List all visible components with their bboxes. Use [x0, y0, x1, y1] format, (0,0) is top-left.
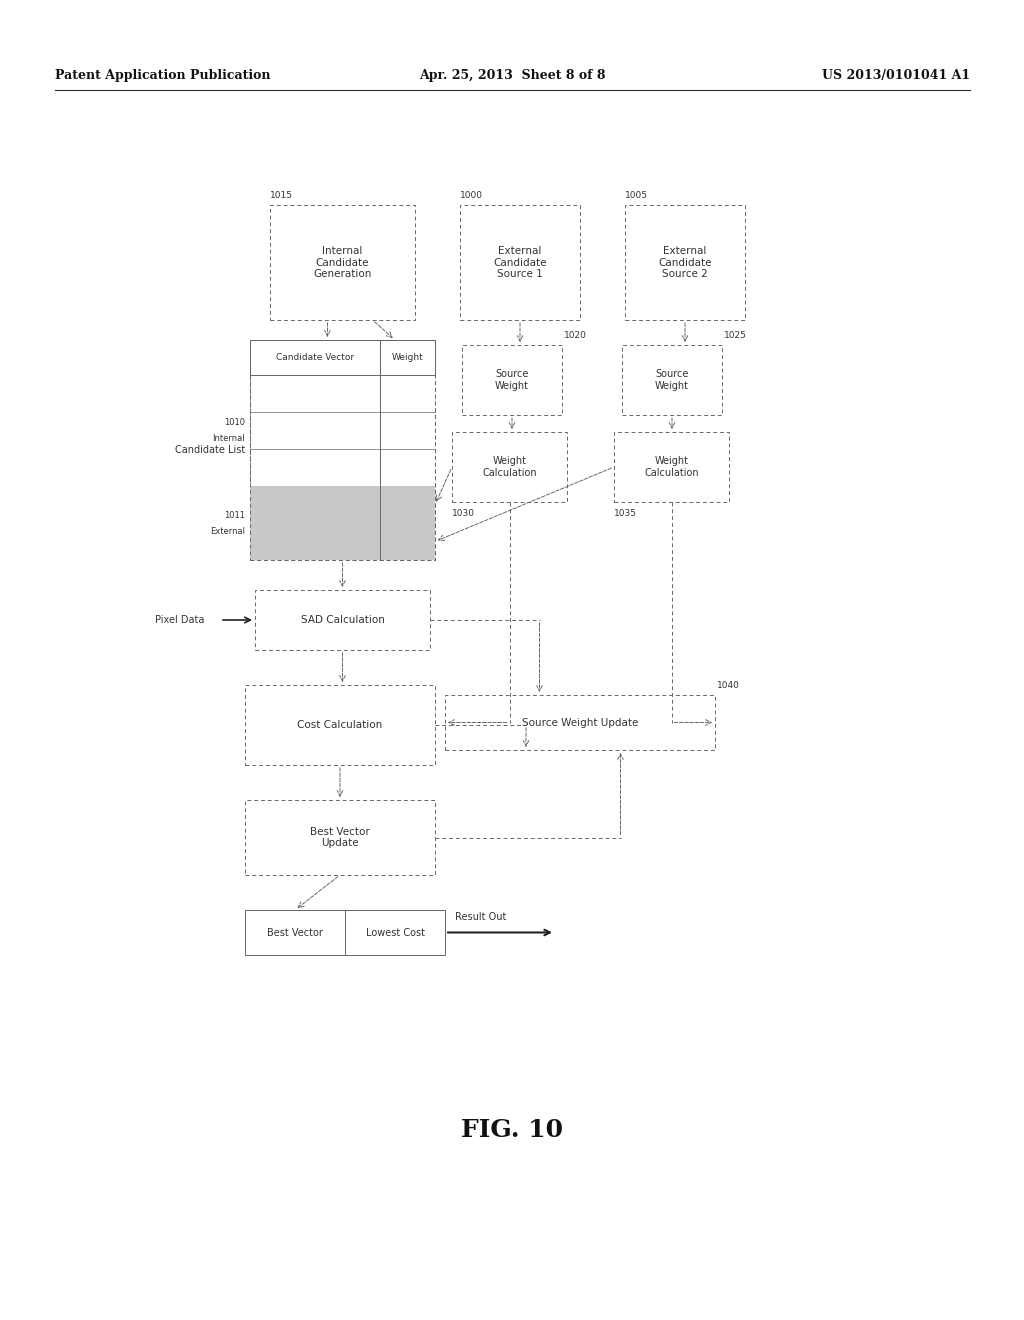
Text: 1010: 1010: [224, 418, 245, 426]
Text: Best Vector
Update: Best Vector Update: [310, 826, 370, 849]
Text: Cost Calculation: Cost Calculation: [297, 719, 383, 730]
Text: Candidate Vector: Candidate Vector: [275, 352, 354, 362]
Text: Weight
Calculation: Weight Calculation: [644, 457, 698, 478]
Bar: [622, 345, 722, 414]
Text: External: External: [210, 527, 245, 536]
Bar: [270, 205, 415, 319]
Bar: [462, 345, 562, 414]
Text: 1025: 1025: [724, 331, 746, 341]
Text: Internal
Candidate
Generation: Internal Candidate Generation: [313, 246, 372, 279]
Text: Apr. 25, 2013  Sheet 8 of 8: Apr. 25, 2013 Sheet 8 of 8: [419, 69, 605, 82]
Text: Patent Application Publication: Patent Application Publication: [55, 69, 270, 82]
Bar: [460, 205, 580, 319]
Bar: [245, 685, 435, 766]
Text: 1040: 1040: [717, 681, 740, 690]
Text: 1020: 1020: [564, 331, 587, 341]
Bar: [245, 909, 345, 954]
Text: External
Candidate
Source 2: External Candidate Source 2: [658, 246, 712, 279]
Bar: [345, 909, 445, 954]
Bar: [250, 486, 435, 560]
Bar: [250, 341, 435, 375]
Text: Source
Weight: Source Weight: [655, 370, 689, 391]
Text: FIG. 10: FIG. 10: [461, 1118, 563, 1142]
Text: Pixel Data: Pixel Data: [155, 615, 205, 624]
Text: Best Vector: Best Vector: [267, 928, 323, 937]
Text: Internal: Internal: [212, 434, 245, 444]
Text: Weight
Calculation: Weight Calculation: [482, 457, 537, 478]
Bar: [445, 696, 715, 750]
Text: 1005: 1005: [625, 191, 648, 201]
Text: Result Out: Result Out: [455, 912, 507, 923]
Bar: [255, 590, 430, 649]
Text: Weight: Weight: [391, 352, 423, 362]
Bar: [245, 800, 435, 875]
Text: 1015: 1015: [270, 191, 293, 201]
Text: Candidate List: Candidate List: [175, 445, 245, 455]
Text: SAD Calculation: SAD Calculation: [301, 615, 384, 624]
Text: Source Weight Update: Source Weight Update: [522, 718, 638, 727]
Text: External
Candidate
Source 1: External Candidate Source 1: [494, 246, 547, 279]
Text: 1000: 1000: [460, 191, 483, 201]
Text: Source
Weight: Source Weight: [495, 370, 529, 391]
Bar: [250, 341, 435, 560]
Bar: [452, 432, 567, 502]
Text: 1011: 1011: [224, 511, 245, 520]
Text: 1035: 1035: [614, 510, 637, 519]
Text: Lowest Cost: Lowest Cost: [366, 928, 425, 937]
Bar: [614, 432, 729, 502]
Text: US 2013/0101041 A1: US 2013/0101041 A1: [822, 69, 970, 82]
Text: 1030: 1030: [452, 510, 475, 519]
Bar: [625, 205, 745, 319]
